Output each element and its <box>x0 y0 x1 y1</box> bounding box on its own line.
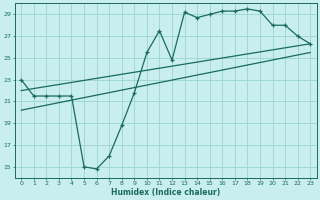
X-axis label: Humidex (Indice chaleur): Humidex (Indice chaleur) <box>111 188 220 197</box>
